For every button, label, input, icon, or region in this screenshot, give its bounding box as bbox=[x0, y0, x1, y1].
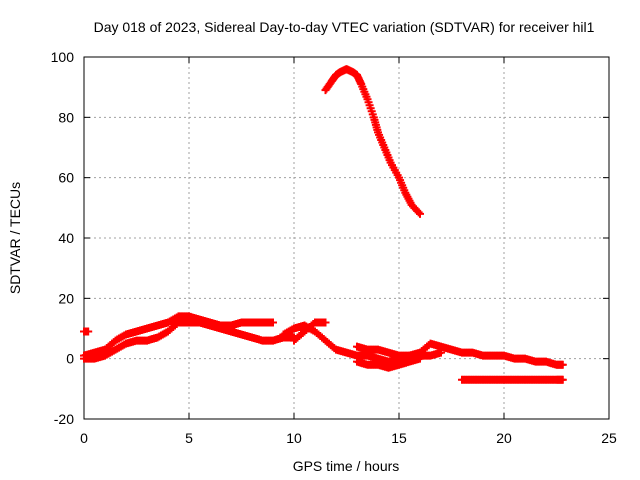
y-tick-label: 80 bbox=[58, 109, 74, 125]
data-point bbox=[321, 318, 330, 327]
data-point bbox=[558, 375, 567, 384]
x-tick-label: 5 bbox=[185, 430, 193, 446]
series-lowest-track bbox=[458, 375, 567, 384]
y-tick-label: -20 bbox=[54, 411, 74, 427]
series-arc bbox=[321, 65, 424, 218]
x-tick-label: 20 bbox=[496, 430, 512, 446]
data-point bbox=[416, 209, 424, 218]
series-main-band-lower bbox=[80, 318, 298, 363]
data-point bbox=[414, 208, 423, 217]
x-tick-label: 15 bbox=[391, 430, 407, 446]
data-point bbox=[84, 327, 93, 336]
series-late-band-lower bbox=[353, 354, 424, 372]
data-point bbox=[416, 354, 424, 363]
grid-lines bbox=[84, 57, 609, 419]
x-tick-label: 10 bbox=[286, 430, 302, 446]
y-tick-labels: -20 0 20 40 60 80 100 bbox=[51, 49, 75, 427]
x-tick-label: 25 bbox=[601, 430, 617, 446]
series-late-band bbox=[353, 339, 567, 369]
x-axis-label: GPS time / hours bbox=[293, 458, 400, 474]
chart-title: Day 018 of 2023, Sidereal Day-to-day VTE… bbox=[94, 19, 595, 35]
x-tick-labels: 0 5 10 15 20 25 bbox=[80, 430, 617, 446]
y-tick-label: 0 bbox=[66, 351, 74, 367]
x-tick-label: 0 bbox=[80, 430, 88, 446]
data-points bbox=[80, 65, 567, 384]
y-tick-label: 100 bbox=[51, 49, 75, 65]
data-point bbox=[558, 360, 567, 369]
y-tick-label: 60 bbox=[58, 170, 74, 186]
y-tick-label: 20 bbox=[58, 290, 74, 306]
y-tick-label: 40 bbox=[58, 230, 74, 246]
series-isolated-points bbox=[80, 327, 93, 336]
y-axis-label: SDTVAR / TECUs bbox=[7, 182, 23, 294]
data-point bbox=[269, 318, 277, 327]
series-mid-band-upper-loop bbox=[290, 318, 330, 345]
axis-ticks bbox=[83, 56, 610, 420]
